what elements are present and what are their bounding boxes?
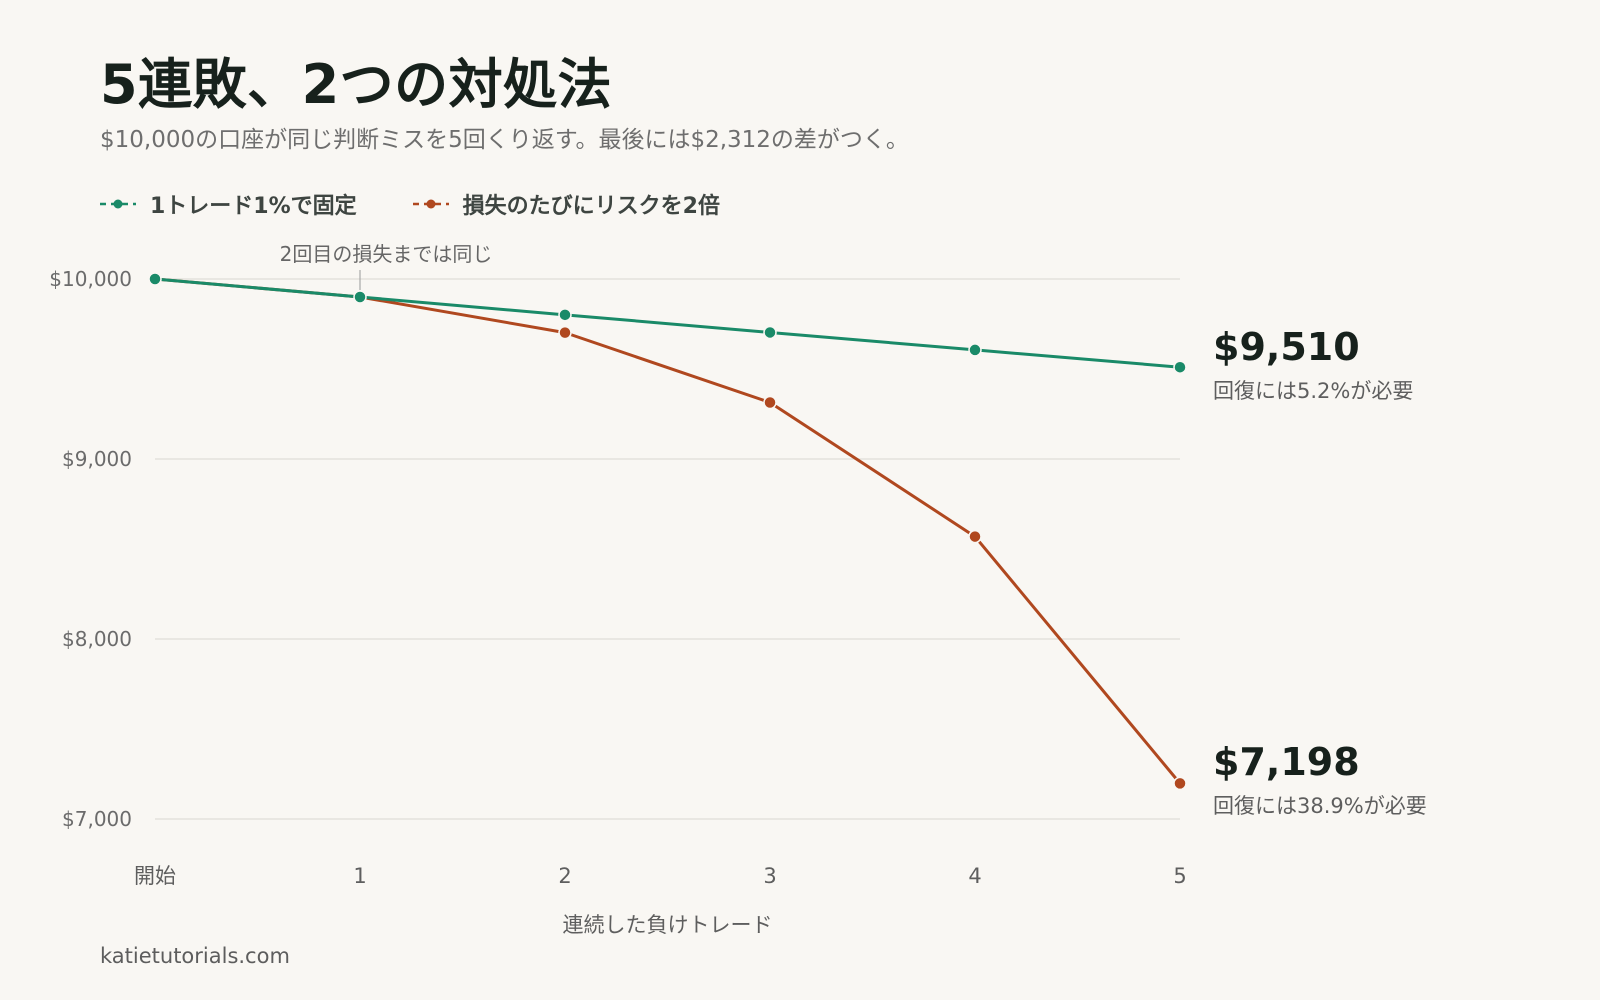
data-point-doubling [968,529,982,544]
chart-title: 5連敗、2つの対処法 [100,53,613,116]
end-note-doubling: 回復には38.9%が必要 [1213,794,1427,818]
y-tick-label: $9,000 [62,447,132,471]
data-point-fixed [148,272,162,286]
data-point-doubling [763,395,777,410]
x-tick-label: 5 [1173,864,1186,888]
data-point-fixed [968,343,982,357]
data-point-fixed [353,290,367,304]
legend: 1トレード1%で固定 損失のたびにリスクを2倍 [100,188,776,220]
x-axis-label: 連続した負けトレード [563,913,773,937]
annotation-label: 2回目の損失までは同じ [280,242,493,266]
end-value-doubling: $7,198 [1213,740,1360,784]
legend-item-doubling: 損失のたびにリスクを2倍 [412,188,720,220]
data-point-doubling [1173,776,1187,791]
x-tick-label: 4 [968,864,981,888]
end-note-fixed: 回復には5.2%が必要 [1213,379,1413,403]
legend-item-fixed: 1トレード1%で固定 [100,188,357,220]
y-tick-label: $8,000 [62,627,132,651]
x-tick-label: 1 [353,864,366,888]
data-point-doubling [558,325,572,340]
y-tick-label: $10,000 [49,267,132,291]
x-tick-label: 3 [763,864,776,888]
x-tick-label: 開始 [134,864,176,888]
legend-marker-fixed [100,199,136,209]
end-value-fixed: $9,510 [1213,325,1360,369]
legend-marker-doubling [412,199,449,209]
legend-label-doubling: 損失のたびにリスクを2倍 [462,194,720,219]
data-point-fixed [558,308,572,322]
legend-label-fixed: 1トレード1%で固定 [150,194,357,219]
series-line-fixed [154,277,1181,369]
footer-credit: katietutorials.com [100,944,290,968]
y-tick-label: $7,000 [62,807,132,831]
chart-subtitle: $10,000の口座が同じ判断ミスを5回くり返す。最後には$2,312の差がつく… [100,127,909,153]
data-point-fixed [763,325,777,340]
x-tick-label: 2 [558,864,571,888]
data-point-fixed [1173,360,1187,374]
